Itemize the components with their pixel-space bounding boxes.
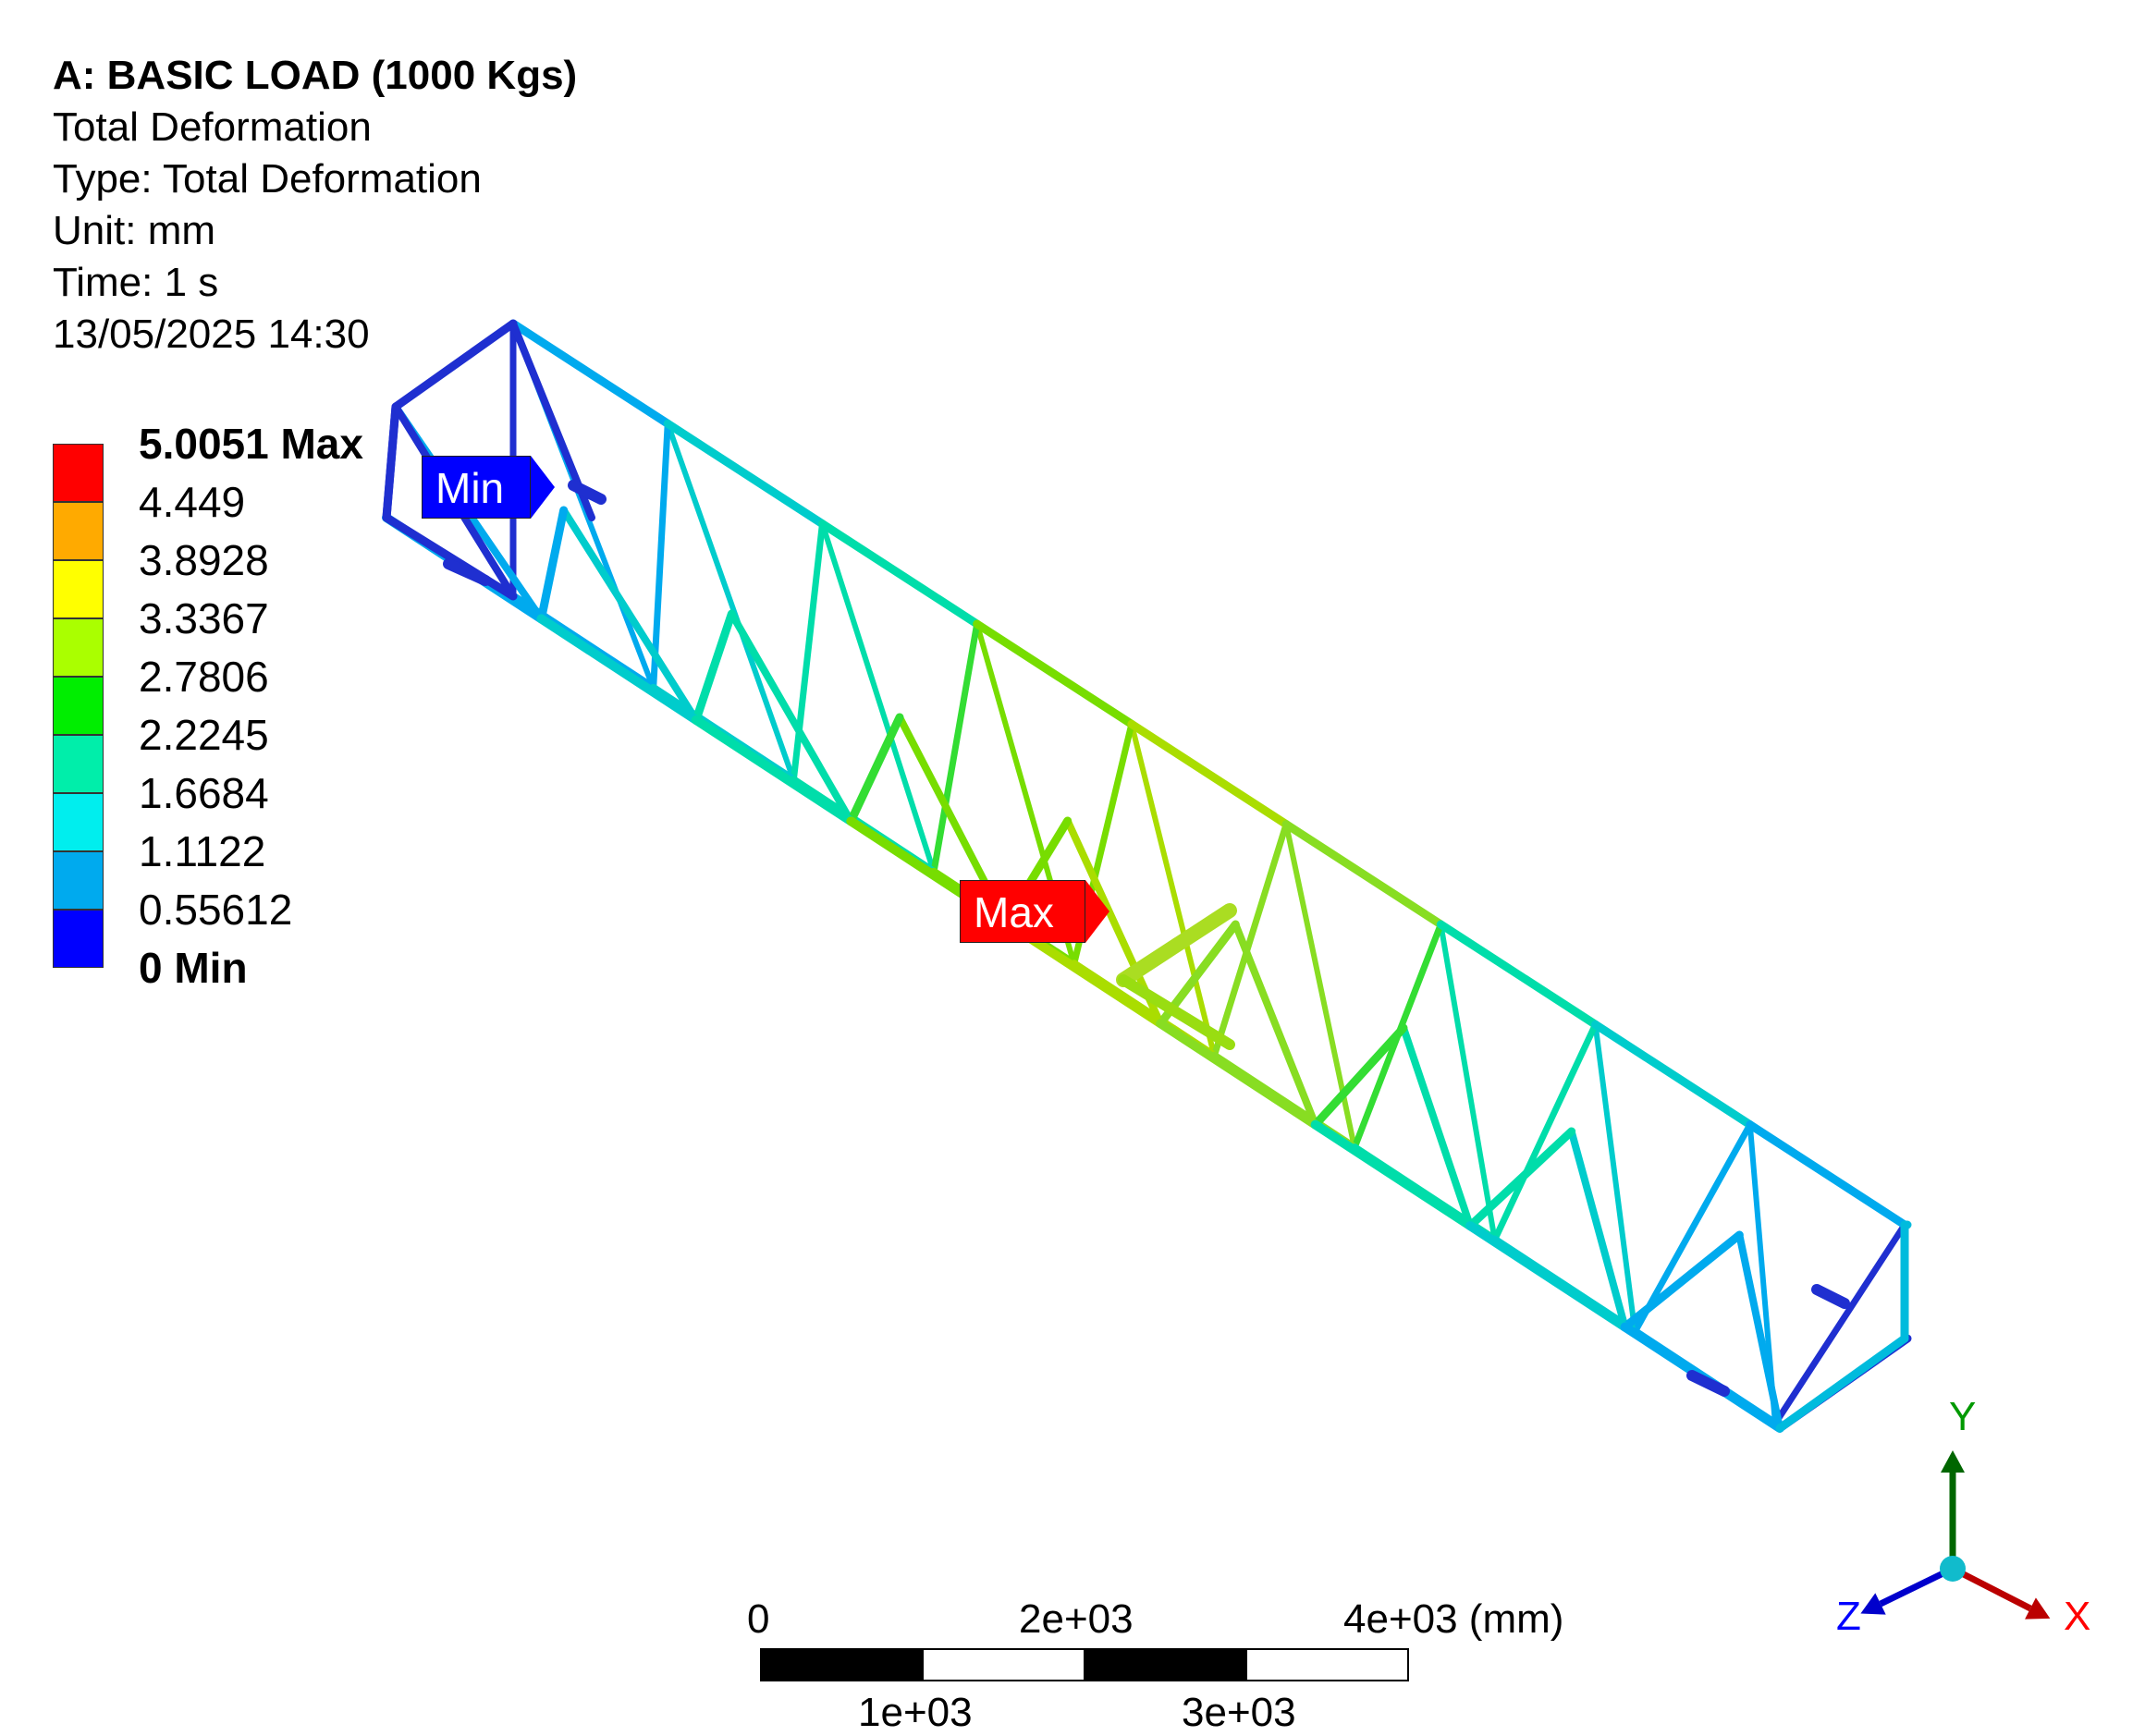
legend-swatch	[53, 618, 104, 677]
triad-x-label: X	[2064, 1594, 2091, 1639]
support-pad	[568, 480, 607, 505]
back-wall-diagonal	[665, 421, 797, 783]
legend-label: 0 Min	[139, 944, 248, 992]
triad-z-label: Z	[1836, 1594, 1861, 1639]
truss-frame	[382, 319, 1912, 1433]
legend-label: 3.8928	[139, 536, 269, 584]
coordinate-triad	[1860, 1450, 2051, 1620]
min-probe-pointer	[531, 456, 555, 519]
triad-x-arrow-head	[2025, 1597, 2051, 1620]
legend-swatch	[53, 735, 104, 793]
legend-label: 4.449	[139, 478, 246, 526]
support-pad	[1811, 1284, 1850, 1309]
top-back-chord	[1127, 719, 1291, 829]
bottom-front-chord	[1156, 1019, 1320, 1130]
legend-label: 2.7806	[139, 653, 269, 701]
result-type: Type: Total Deformation	[53, 156, 482, 202]
back-wall-diagonal	[1283, 821, 1357, 1151]
min-probe-label: Min	[435, 464, 505, 512]
result-time: Time: 1 s	[53, 260, 219, 305]
front-wall-diagonal	[559, 507, 700, 724]
max-probe-pointer	[1085, 880, 1109, 943]
result-unit: Unit: mm	[53, 208, 215, 253]
front-wall-diagonal	[1735, 1231, 1783, 1432]
front-wall-diagonal	[1232, 921, 1319, 1129]
front-wall-post	[1621, 1230, 1744, 1332]
legend-label: 1.6684	[139, 769, 269, 817]
front-wall-post	[536, 506, 569, 623]
bottom-front-chord	[1310, 1119, 1476, 1231]
back-wall-post	[1210, 821, 1290, 1059]
top-back-chord	[817, 520, 982, 629]
legend-label: 0.55612	[139, 886, 293, 934]
back-wall-post	[790, 520, 826, 784]
left-end-bottom	[382, 513, 518, 601]
front-wall-diagonal	[1567, 1128, 1629, 1331]
triad-z-arrow-shaft	[1879, 1565, 1955, 1608]
scale-label-1e3: 1e+03	[858, 1690, 973, 1735]
bottom-front-chord	[1465, 1221, 1630, 1332]
scale-label-2e3: 2e+03	[1019, 1596, 1134, 1642]
bottom-front-chord	[536, 614, 701, 725]
triad-z-arrow-head	[1860, 1593, 1886, 1615]
scale-label-4e3: 4e+03 (mm)	[1343, 1596, 1564, 1642]
front-wall-post	[846, 713, 904, 825]
legend-label: 5.0051 Max	[139, 420, 363, 468]
triad-origin	[1940, 1556, 1966, 1582]
scale-label-0: 0	[747, 1596, 770, 1642]
front-wall-post	[1311, 1023, 1408, 1130]
legend-swatch	[53, 793, 104, 851]
scale-label-3e3: 3e+03	[1182, 1690, 1296, 1735]
front-wall-post	[1465, 1127, 1576, 1230]
result-timestamp: 13/05/2025 14:30	[53, 312, 370, 357]
right-end-bottom	[1775, 1334, 1909, 1433]
top-back-chord	[1746, 1120, 1909, 1229]
front-wall-post	[692, 609, 736, 725]
top-back-chord	[1591, 1020, 1755, 1130]
top-back-chord	[973, 619, 1136, 728]
back-wall-post	[1771, 1221, 1908, 1427]
legend-swatch	[53, 502, 104, 560]
top-back-chord	[1281, 820, 1445, 929]
max-deformation-member	[1116, 903, 1237, 987]
legend-swatch	[53, 444, 104, 502]
legend-swatch	[53, 851, 104, 910]
legend-label: 2.2245	[139, 711, 269, 759]
support-pad	[443, 558, 491, 586]
min-probe-box: Min	[422, 456, 531, 519]
legend-label: 1.1122	[139, 827, 266, 875]
top-back-chord	[509, 319, 672, 428]
left-end-post	[382, 402, 400, 522]
back-wall-diagonal	[1128, 721, 1218, 1059]
back-wall-post	[650, 420, 671, 691]
left-end-top	[391, 319, 518, 411]
top-back-chord	[1436, 920, 1600, 1029]
legend-swatch	[53, 677, 104, 735]
analysis-title: A: BASIC LOAD (1000 Kgs)	[53, 53, 578, 98]
back-wall-diagonal	[1592, 1021, 1638, 1335]
top-back-chord	[663, 419, 827, 529]
max-probe-label: Max	[974, 888, 1054, 936]
legend-swatch	[53, 560, 104, 618]
back-wall-post	[1631, 1121, 1754, 1336]
result-name: Total Deformation	[53, 104, 372, 150]
back-wall-diagonal	[819, 520, 937, 875]
scale-bar-graphic	[760, 1648, 1409, 1681]
back-wall-diagonal	[1438, 922, 1498, 1243]
max-deformation-member	[1118, 974, 1235, 1050]
triad-x-arrow-shaft	[1951, 1565, 2032, 1612]
back-wall-post	[930, 620, 981, 875]
bottom-front-chord	[691, 715, 856, 826]
max-probe-box: Max	[960, 880, 1085, 943]
triad-y-label: Y	[1949, 1394, 1977, 1439]
legend-label: 3.3367	[139, 594, 269, 642]
front-wall-diagonal	[728, 610, 855, 825]
legend-swatch	[53, 910, 104, 968]
front-wall-diagonal	[1400, 1024, 1475, 1230]
support-pad	[1686, 1370, 1730, 1397]
triad-y-arrow-head	[1941, 1450, 1965, 1473]
back-wall-post	[1491, 1021, 1600, 1243]
